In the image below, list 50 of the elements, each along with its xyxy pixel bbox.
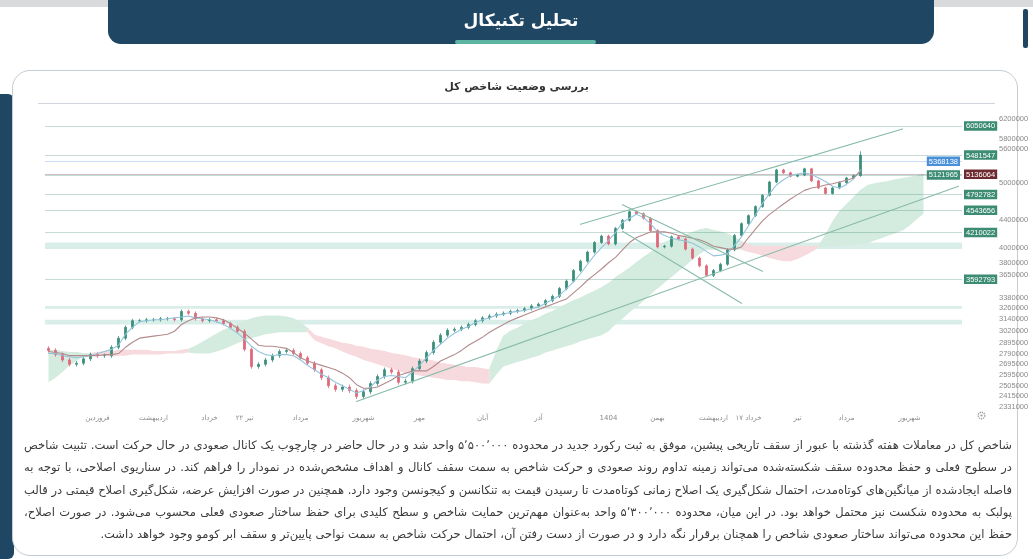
- candlestick: [824, 186, 827, 196]
- candlestick: [250, 346, 253, 370]
- candlestick: [691, 247, 694, 261]
- candlestick: [796, 173, 799, 178]
- candlestick: [600, 234, 603, 245]
- candlestick: [446, 327, 449, 338]
- candlestick: [334, 383, 337, 393]
- candlestick: [453, 326, 456, 333]
- candlestick: [859, 150, 862, 178]
- candlestick: [705, 263, 708, 278]
- candlestick: [432, 339, 435, 356]
- candlestick: [47, 345, 50, 353]
- candlestick: [215, 317, 218, 323]
- candlestick: [572, 268, 575, 284]
- candlestick: [831, 186, 834, 196]
- candlestick: [663, 244, 666, 249]
- candlestick: [439, 332, 442, 345]
- candlestick: [68, 357, 71, 367]
- candlestick: [271, 353, 274, 363]
- candlestick: [593, 240, 596, 254]
- candlestick: [82, 356, 85, 366]
- candlestick: [670, 235, 673, 249]
- candlestick: [299, 351, 302, 361]
- candlestick: [586, 250, 589, 264]
- candlestick: [341, 384, 344, 393]
- candlestick: [537, 302, 540, 309]
- candlestick: [75, 360, 78, 367]
- candlestick: [222, 318, 225, 326]
- chart-subtitle: بررسی وضعیت شاخص کل: [443, 79, 590, 95]
- candlestick: [187, 309, 190, 316]
- candlestick: [579, 259, 582, 273]
- candlestick: [404, 378, 407, 386]
- candlestick: [628, 210, 631, 223]
- candlestick: [782, 168, 785, 175]
- candlestick: [362, 388, 365, 400]
- candlestick: [621, 218, 624, 231]
- candlestick: [285, 347, 288, 354]
- candlestick: [327, 375, 330, 389]
- candlestick: [775, 168, 778, 184]
- candlestick: [390, 367, 393, 375]
- candlestick: [747, 213, 750, 226]
- candlestick: [257, 361, 260, 370]
- chart-title: تحلیل تکنیکال: [462, 9, 580, 32]
- candlestick: [719, 262, 722, 273]
- candlestick: [698, 256, 701, 268]
- candlestick: [740, 221, 743, 238]
- candlestick: [264, 357, 267, 367]
- text: شاخص کل در معاملات هفته گذشته با عبور از سقف تاریخی پیشین، موفق به ثبت رکورد جدید در محدوده ۵٬۵۰۰٬۰۰۰ واحد شد و در حال حاضر در چارچوب یک کانال صعودی در حال حرکت است. تثبیت شاخص در سطوح فعلی و حفظ محدوده سقف شکسته‌شده می‌تواند زمینه تداوم روند صعودی و حرکت شاخص به سمت سقف کانال و اهداف مشخص‌شده در نمودار را فراهم کند. در سناریوی اصلاحی، با توجه به فاصله ایجادشده از میانگین‌های کوتاه‌مدت، احتمال شکل‌گیری یک اصلاح زمانی کوتاه‌مدت تا رسیدن قیمت به تنکانسن و کیجونسن وجود دارد. همچنین در صورت افزایش عرضه، شکل‌گیری اصلاح قیمتی در قالب پولبک به محدوده شکست نیز محتمل خواهد بود. در این میان، محدوده ۵٬۳۰۰٬۰۰۰ واحد به‌عنوان مهم‌ترین حمایت شاخص و سطح کلیدی برای حفظ ساختار صعودی فعلی محسوب می‌شود. در صورت اصلاح، حفظ این محدوده می‌تواند ساختار صعودی شاخص را همچنان برقرار نگه دارد و در صورت از دست رفتن آن، احتمال حرکت شاخص به سمت نواحی پایین‌تر و سقف ابر کومو وجود خواهد داشت.: [24, 437, 1012, 544]
- candlestick: [173, 316, 176, 323]
- candlestick: [677, 235, 680, 241]
